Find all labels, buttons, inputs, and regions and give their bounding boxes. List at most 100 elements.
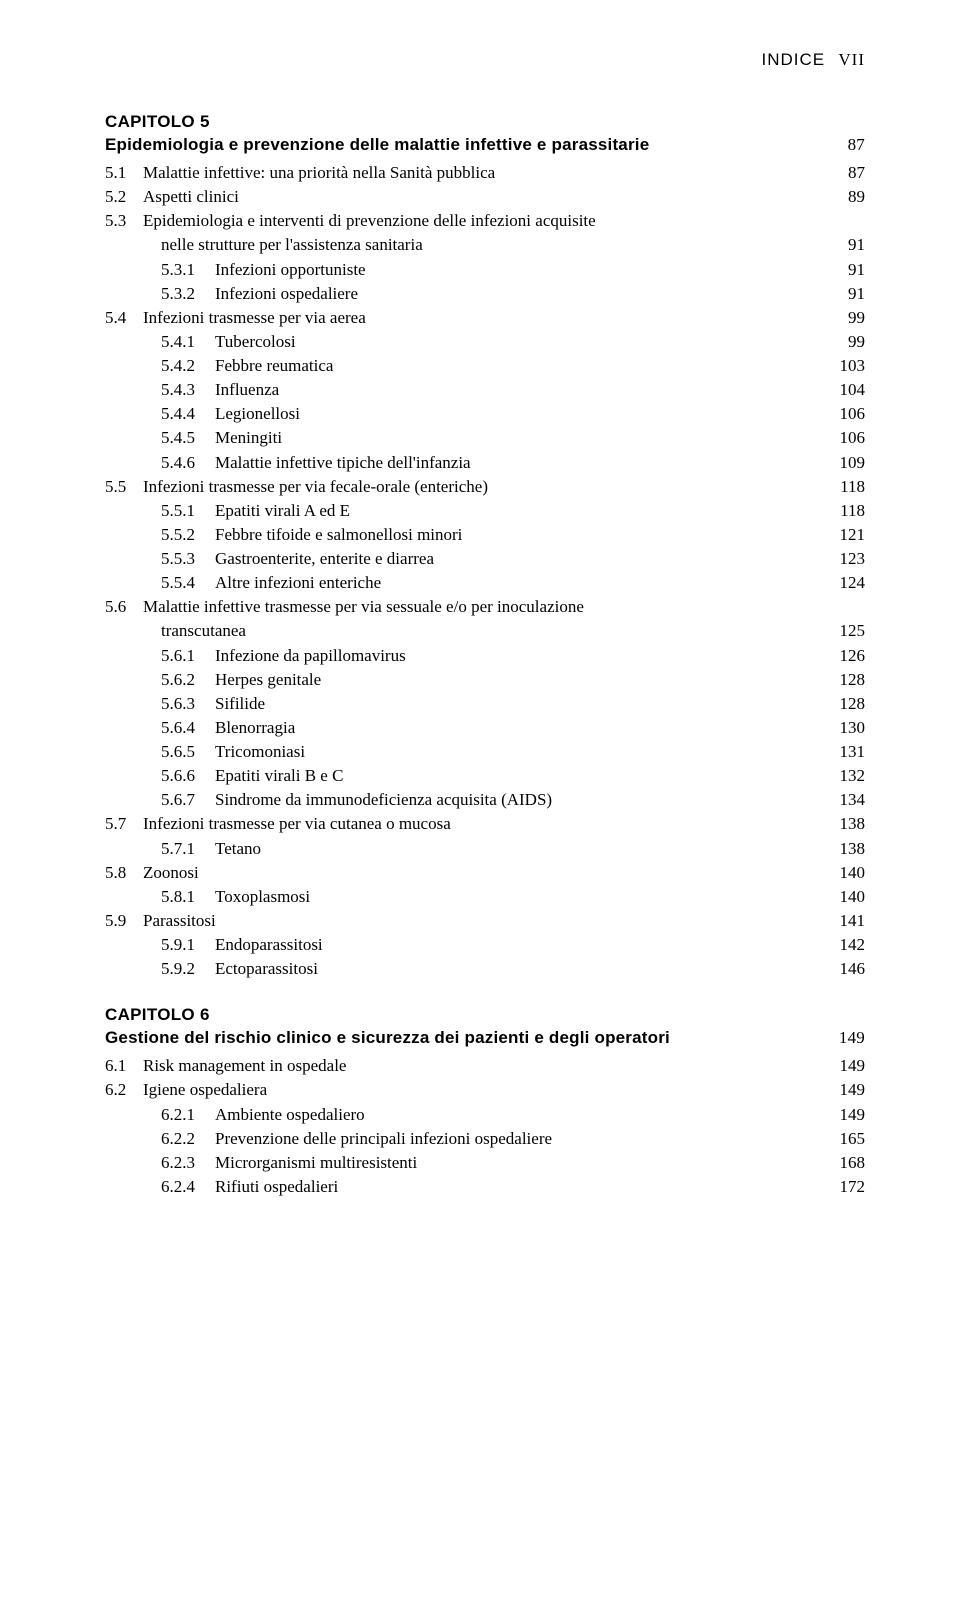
toc-entry-text: 5.3.1Infezioni opportuniste (161, 258, 836, 282)
toc-entry-page: 91 (848, 258, 865, 282)
toc-entry-number: 6.2 (105, 1078, 143, 1102)
toc-entry: 6.2.4Rifiuti ospedalieri 172 (105, 1175, 865, 1199)
toc-entry-number: 5.2 (105, 185, 143, 209)
toc-entry-number: 5.9.1 (161, 933, 215, 957)
toc-entry: 6.1Risk management in ospedale149 (105, 1054, 865, 1078)
toc-entry-page: 149 (840, 1078, 866, 1102)
toc-entry-number: 5.5.3 (161, 547, 215, 571)
toc-entry: 5.4.6Malattie infettive tipiche dell'inf… (105, 451, 865, 475)
toc-entry-page: 125 (840, 619, 866, 643)
toc-entry-number: 6.1 (105, 1054, 143, 1078)
toc-entry-text: 5.9.1Endoparassitosi (161, 933, 828, 957)
toc-entry-number: 5.8 (105, 861, 143, 885)
toc-entry-number: 5.4.6 (161, 451, 215, 475)
toc-entry-text: 5.2Aspetti clinici (105, 185, 836, 209)
toc-entry-text: 5.4Infezioni trasmesse per via aerea (105, 306, 836, 330)
toc-entry-text: 6.2.3Microrganismi multiresistenti (161, 1151, 828, 1175)
toc-entry: 6.2Igiene ospedaliera149 (105, 1078, 865, 1102)
toc-entry-text: nelle strutture per l'assistenza sanitar… (161, 233, 836, 257)
toc-entry-number: 5.7 (105, 812, 143, 836)
toc-entry: 5.3Epidemiologia e interventi di prevenz… (105, 209, 865, 233)
toc-entry: 5.6.7Sindrome da immunodeficienza acquis… (105, 788, 865, 812)
toc-entry-page: 172 (840, 1175, 866, 1199)
toc-entry-page: 140 (840, 885, 866, 909)
toc-entry-text: 5.4.4Legionellosi (161, 402, 828, 426)
toc-entry-number: 5.5 (105, 475, 143, 499)
toc-entry-number: 5.5.1 (161, 499, 215, 523)
toc-entry-page: 99 (848, 330, 865, 354)
toc-entry-text: 5.6.6Epatiti virali B e C (161, 764, 828, 788)
toc-entry-page: 146 (840, 957, 866, 981)
toc-entry-page: 118 (840, 499, 865, 523)
chapter-5-block: CAPITOLO 5 Epidemiologia e prevenzione d… (105, 112, 865, 981)
toc-entry-number: 5.4.3 (161, 378, 215, 402)
toc-entry: 5.3.2Infezioni ospedaliere91 (105, 282, 865, 306)
toc-entry-text: 5.4.5Meningiti (161, 426, 828, 450)
toc-entry: 5.5.1Epatiti virali A ed E 118 (105, 499, 865, 523)
toc-entry-text: 5.6.5Tricomoniasi (161, 740, 828, 764)
toc-entry-text: 5.5.4Altre infezioni enteriche (161, 571, 828, 595)
toc-entry-number: 5.6.7 (161, 788, 215, 812)
toc-entry-text: 5.6.3Sifilide (161, 692, 828, 716)
toc-entry-number: 5.6.5 (161, 740, 215, 764)
toc-entry-page: 149 (840, 1103, 866, 1127)
toc-entry-number: 6.2.1 (161, 1103, 215, 1127)
toc-entry-text: 6.2.1Ambiente ospedaliero (161, 1103, 828, 1127)
toc-entry: 5.3.1Infezioni opportuniste 91 (105, 258, 865, 282)
toc-entry-page: 106 (840, 402, 866, 426)
toc-entry-continuation: transcutanea125 (105, 619, 865, 643)
chapter-6-entries: 6.1Risk management in ospedale1496.2Igie… (105, 1054, 865, 1199)
toc-entry: 5.8Zoonosi 140 (105, 861, 865, 885)
toc-entry-number: 5.9 (105, 909, 143, 933)
toc-entry-page: 104 (840, 378, 866, 402)
toc-entry-text: 5.7.1Tetano (161, 837, 828, 861)
toc-entry-number: 5.4 (105, 306, 143, 330)
toc-entry-page: 142 (840, 933, 866, 957)
toc-entry-number: 5.6.3 (161, 692, 215, 716)
toc-entry-page: 106 (840, 426, 866, 450)
chapter-6-title: Gestione del rischio clinico e sicurezza… (105, 1028, 865, 1048)
toc-entry: 5.9.1Endoparassitosi 142 (105, 933, 865, 957)
chapter-5-title: Epidemiologia e prevenzione delle malatt… (105, 135, 865, 155)
toc-entry-number: 5.6 (105, 595, 143, 619)
toc-entry: 5.6.4Blenorragia130 (105, 716, 865, 740)
toc-entry-text: 6.1Risk management in ospedale (105, 1054, 828, 1078)
toc-entry-number: 6.2.3 (161, 1151, 215, 1175)
toc-entry-page: 89 (848, 185, 865, 209)
toc-entry-text: 5.8Zoonosi (105, 861, 828, 885)
toc-entry: 5.4.2Febbre reumatica103 (105, 354, 865, 378)
toc-entry-text: 6.2.4Rifiuti ospedalieri (161, 1175, 828, 1199)
toc-entry-number: 5.4.1 (161, 330, 215, 354)
toc-entry-page: 131 (840, 740, 866, 764)
page-header: INDICE VII (105, 50, 865, 70)
toc-entry-number: 5.4.2 (161, 354, 215, 378)
toc-entry: 5.1Malattie infettive: una priorità nell… (105, 161, 865, 185)
toc-entry-page: 128 (840, 692, 866, 716)
toc-entry-number: 5.6.2 (161, 668, 215, 692)
toc-entry-page: 91 (848, 233, 865, 257)
toc-entry-text: 5.6.7Sindrome da immunodeficienza acquis… (161, 788, 828, 812)
toc-entry-number: 5.4.5 (161, 426, 215, 450)
toc-entry-text: 5.6.1Infezione da papillomavirus (161, 644, 828, 668)
toc-entry-page: 123 (840, 547, 866, 571)
chapter-5-title-text: Epidemiologia e prevenzione delle malatt… (105, 135, 649, 155)
toc-entry: 6.2.3Microrganismi multiresistenti168 (105, 1151, 865, 1175)
toc-entry: 5.6.1Infezione da papillomavirus 126 (105, 644, 865, 668)
toc-entry-number: 5.5.4 (161, 571, 215, 595)
toc-entry-number: 5.3.1 (161, 258, 215, 282)
toc-entry-text: 5.5.1Epatiti virali A ed E (161, 499, 828, 523)
toc-entry: 5.4.5Meningiti 106 (105, 426, 865, 450)
toc-entry-text: 5.5.3Gastroenterite, enterite e diarrea (161, 547, 828, 571)
toc-entry-text: 5.3.2Infezioni ospedaliere (161, 282, 836, 306)
toc-entry-page: 138 (840, 812, 866, 836)
toc-entry-page: 109 (840, 451, 866, 475)
toc-entry: 5.6.6Epatiti virali B e C132 (105, 764, 865, 788)
toc-entry-text: 5.6.4Blenorragia (161, 716, 828, 740)
toc-entry-page: 140 (840, 861, 866, 885)
toc-entry: 5.7Infezioni trasmesse per via cutanea o… (105, 812, 865, 836)
toc-entry: 5.6.5Tricomoniasi 131 (105, 740, 865, 764)
toc-entry-page: 121 (840, 523, 866, 547)
toc-entry-page: 126 (840, 644, 866, 668)
toc-entry: 5.6.2Herpes genitale128 (105, 668, 865, 692)
toc-entry-number: 5.7.1 (161, 837, 215, 861)
